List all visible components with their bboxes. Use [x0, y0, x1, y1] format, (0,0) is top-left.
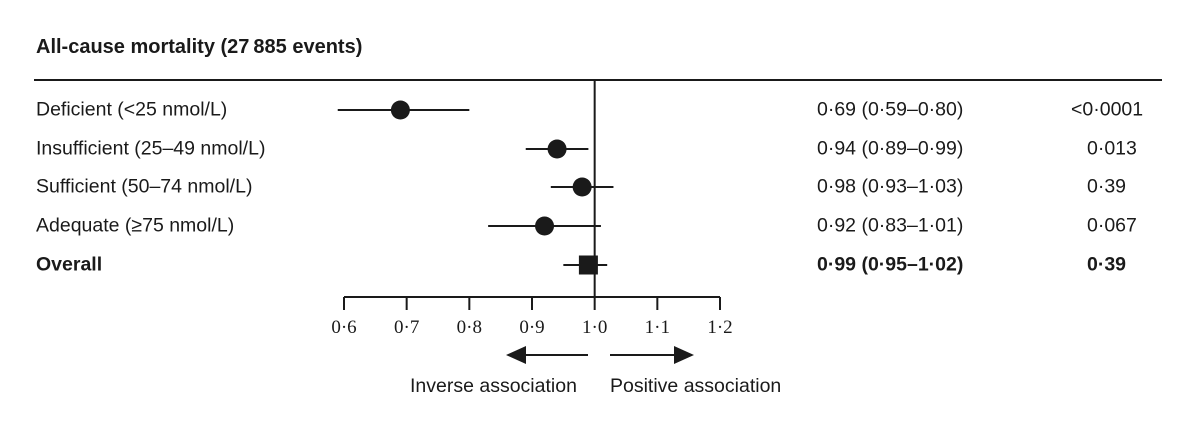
inverse-arrow-head — [506, 346, 526, 364]
x-tick-label: 0·8 — [457, 317, 482, 338]
row-p-value: <0·0001 — [1071, 98, 1144, 121]
point-estimate-circle — [535, 216, 555, 236]
point-estimate-circle — [390, 100, 410, 120]
inverse-association-label: Inverse association — [410, 375, 577, 397]
direction-arrows — [506, 346, 694, 364]
chart-title: All-cause mortality (27 885 events) — [36, 36, 363, 58]
forest-marks — [337, 100, 614, 275]
positive-association-label: Positive association — [610, 375, 782, 397]
row-p-value: 0·39 — [1087, 253, 1127, 276]
row-p-value: 0·39 — [1087, 175, 1127, 198]
row-label: Overall — [36, 253, 103, 276]
x-tick-label: 0·6 — [331, 317, 356, 338]
point-estimate-square — [578, 255, 598, 275]
row-label: Sufficient (50–74 nmol/L) — [36, 175, 253, 198]
row-p-value: 0·067 — [1087, 214, 1137, 237]
x-tick-label: 1·2 — [707, 317, 732, 338]
x-tick-label: 0·7 — [394, 317, 419, 338]
point-estimate-circle — [547, 139, 567, 159]
x-axis: 0·6 0·7 0·8 0·9 1·0 1·1 1·2 — [331, 296, 733, 338]
row-estimate-text: 0·98 (0·93–1·03) — [817, 175, 964, 198]
x-tick-label: 1·1 — [645, 317, 670, 338]
row-label: Adequate (≥75 nmol/L) — [36, 214, 235, 237]
row-estimate-text: 0·69 (0·59–0·80) — [817, 98, 964, 121]
row-label: Insufficient (25–49 nmol/L) — [36, 137, 266, 160]
point-estimate-circle — [572, 177, 592, 197]
row-estimate-text: 0·92 (0·83–1·01) — [817, 214, 964, 237]
row-estimate-text: 0·94 (0·89–0·99) — [817, 137, 964, 160]
x-tick-label: 1·0 — [582, 317, 607, 338]
x-tick-label: 0·9 — [519, 317, 544, 338]
positive-arrow-head — [674, 346, 694, 364]
row-estimate-text: 0·99 (0·95–1·02) — [817, 253, 964, 276]
row-label: Deficient (<25 nmol/L) — [36, 98, 228, 121]
header-rule — [34, 79, 1162, 81]
row-p-value: 0·013 — [1087, 137, 1137, 160]
